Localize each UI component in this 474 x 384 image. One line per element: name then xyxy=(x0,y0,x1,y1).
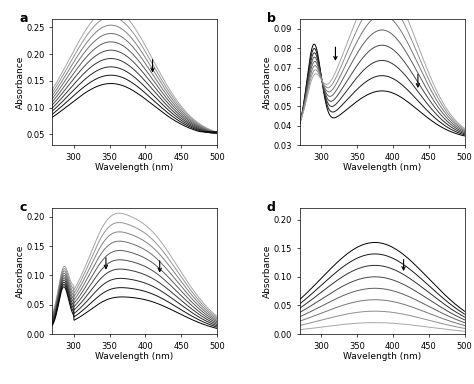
Text: a: a xyxy=(19,12,27,25)
Y-axis label: Absorbance: Absorbance xyxy=(263,245,272,298)
X-axis label: Wavelength (nm): Wavelength (nm) xyxy=(95,163,174,172)
Text: d: d xyxy=(266,200,275,214)
Y-axis label: Absorbance: Absorbance xyxy=(263,56,272,109)
Text: b: b xyxy=(266,12,275,25)
X-axis label: Wavelength (nm): Wavelength (nm) xyxy=(95,352,174,361)
X-axis label: Wavelength (nm): Wavelength (nm) xyxy=(343,352,421,361)
X-axis label: Wavelength (nm): Wavelength (nm) xyxy=(343,163,421,172)
Y-axis label: Absorbance: Absorbance xyxy=(16,245,25,298)
Y-axis label: Absorbance: Absorbance xyxy=(16,56,25,109)
Text: c: c xyxy=(19,200,27,214)
